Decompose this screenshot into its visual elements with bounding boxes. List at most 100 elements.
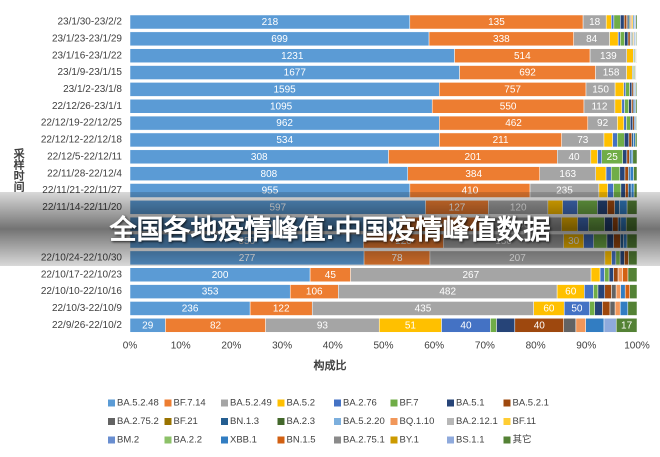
legend-label: BS.1.1 xyxy=(456,435,485,446)
data-label: 353 xyxy=(202,287,219,298)
data-label: 29 xyxy=(142,320,154,331)
legend-label: BY.1 xyxy=(400,435,419,446)
legend-label: BM.2 xyxy=(117,435,139,446)
legend-swatch xyxy=(277,418,285,425)
bar-segment xyxy=(620,14,625,30)
legend-swatch xyxy=(221,399,228,407)
bar-segment xyxy=(633,132,636,148)
bar-segment xyxy=(626,65,633,80)
y-tick-label: 23/1/2-23/1/8 xyxy=(63,84,122,95)
y-tick-label: 22/11/21-22/11/27 xyxy=(42,185,122,196)
bar-segment xyxy=(631,132,634,148)
y-tick-label: 22/11/28-22/12/4 xyxy=(47,168,122,179)
bar-segment xyxy=(629,284,638,299)
bar-segment xyxy=(563,318,577,333)
y-tick-label: 22/9/26-22/10/2 xyxy=(52,320,122,331)
bar-segment xyxy=(612,132,618,148)
bar-segment xyxy=(614,82,625,97)
bar-segment xyxy=(611,284,617,299)
data-label: 50 xyxy=(571,304,583,315)
legend-swatch xyxy=(108,436,115,444)
y-tick-label: 22/10/17-22/10/23 xyxy=(41,269,123,280)
data-label: 808 xyxy=(261,169,278,180)
legend-swatch xyxy=(447,436,454,444)
bar-segment xyxy=(620,31,625,47)
bar-segment xyxy=(623,82,627,97)
legend-label: BF.11 xyxy=(513,416,537,427)
bar-segment xyxy=(575,318,586,333)
data-label: 25 xyxy=(607,152,619,163)
legend-swatch xyxy=(108,418,115,425)
x-tick-label: 50% xyxy=(373,341,393,352)
legend-swatch xyxy=(390,436,398,444)
bar-segment xyxy=(632,149,638,165)
legend-swatch xyxy=(277,399,285,407)
y-tick-label: 23/1/16-23/1/22 xyxy=(52,50,122,61)
bar-segment xyxy=(603,132,613,148)
bar-segment xyxy=(589,301,596,316)
bar-segment xyxy=(636,115,638,131)
bar-segment xyxy=(621,99,625,114)
data-label: 40 xyxy=(534,320,546,331)
bar-segment xyxy=(605,14,612,30)
legend-label: BF.7 xyxy=(400,398,419,409)
bar-segment xyxy=(627,267,638,282)
bar-segment xyxy=(617,132,625,148)
data-label: 139 xyxy=(600,51,617,62)
banner-text: 全国各地疫情峰值:中国疫情峰值数据 xyxy=(109,214,551,245)
data-label: 338 xyxy=(493,34,510,45)
bar-segment xyxy=(628,99,632,114)
bar-segment xyxy=(629,115,634,131)
data-label: 218 xyxy=(262,17,279,28)
data-label: 410 xyxy=(462,186,479,197)
bar-segment xyxy=(593,284,599,299)
data-label: 163 xyxy=(559,169,576,180)
bar-segment xyxy=(635,31,638,47)
bar-segment xyxy=(629,82,633,97)
y-tick-label: 23/1/9-23/1/15 xyxy=(58,67,123,78)
data-label: 692 xyxy=(519,68,536,79)
bar-segment xyxy=(597,149,602,165)
legend-label: BA.5.1 xyxy=(456,398,485,409)
data-label: 211 xyxy=(493,135,509,146)
bar-segment xyxy=(490,318,497,333)
x-tick-label: 20% xyxy=(221,341,241,352)
bar-segment xyxy=(617,31,621,47)
bar-segment xyxy=(633,166,638,181)
bar-segment xyxy=(620,284,626,299)
bar-segment xyxy=(628,166,631,181)
bar-segment xyxy=(635,82,638,97)
banner-band xyxy=(0,192,660,266)
bar-segment xyxy=(629,166,634,181)
bar-segment xyxy=(584,284,594,299)
y-tick-label: 23/1/30-23/2/2 xyxy=(58,17,123,28)
data-label: 40 xyxy=(460,320,472,331)
legend-swatch xyxy=(503,399,511,407)
data-label: 158 xyxy=(603,68,620,79)
x-tick-label: 90% xyxy=(576,341,596,352)
bar-segment xyxy=(614,99,623,114)
data-label: 514 xyxy=(514,51,531,62)
legend-label: BA.2.3 xyxy=(287,416,316,427)
bar-segment xyxy=(628,132,633,148)
bar-segment xyxy=(605,166,612,181)
legend-label: XBB.1 xyxy=(230,435,257,446)
bar-segment xyxy=(615,284,621,299)
y-axis-label: 采样时间 xyxy=(12,147,26,193)
data-label: 699 xyxy=(271,34,288,45)
bar-segment xyxy=(496,318,516,333)
bar-segment xyxy=(599,267,605,282)
data-label: 550 xyxy=(500,101,517,112)
bar-segment xyxy=(603,318,617,333)
data-label: 92 xyxy=(597,118,609,129)
x-tick-label: 70% xyxy=(475,341,495,352)
legend-label: BA.2.75.1 xyxy=(343,435,385,446)
y-tick-label: 22/10/3-22/10/9 xyxy=(52,303,122,314)
data-label: 60 xyxy=(543,304,555,315)
bar-segment xyxy=(626,149,630,165)
data-label: 482 xyxy=(439,287,456,298)
x-tick-label: 10% xyxy=(171,341,191,352)
data-label: 112 xyxy=(591,101,607,112)
legend-swatch xyxy=(334,399,341,407)
